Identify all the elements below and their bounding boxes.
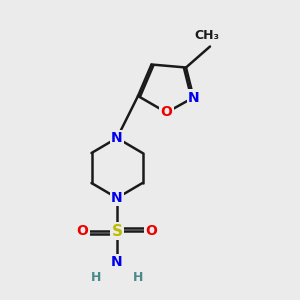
Text: N: N [111, 191, 123, 205]
Text: N: N [111, 131, 123, 145]
Text: O: O [160, 106, 172, 119]
Text: N: N [188, 91, 199, 104]
Text: CH₃: CH₃ [194, 29, 220, 42]
Text: N: N [111, 256, 123, 269]
Text: O: O [76, 224, 88, 238]
Text: H: H [91, 271, 101, 284]
Text: O: O [146, 224, 158, 238]
Text: S: S [112, 224, 122, 238]
Text: H: H [133, 271, 143, 284]
